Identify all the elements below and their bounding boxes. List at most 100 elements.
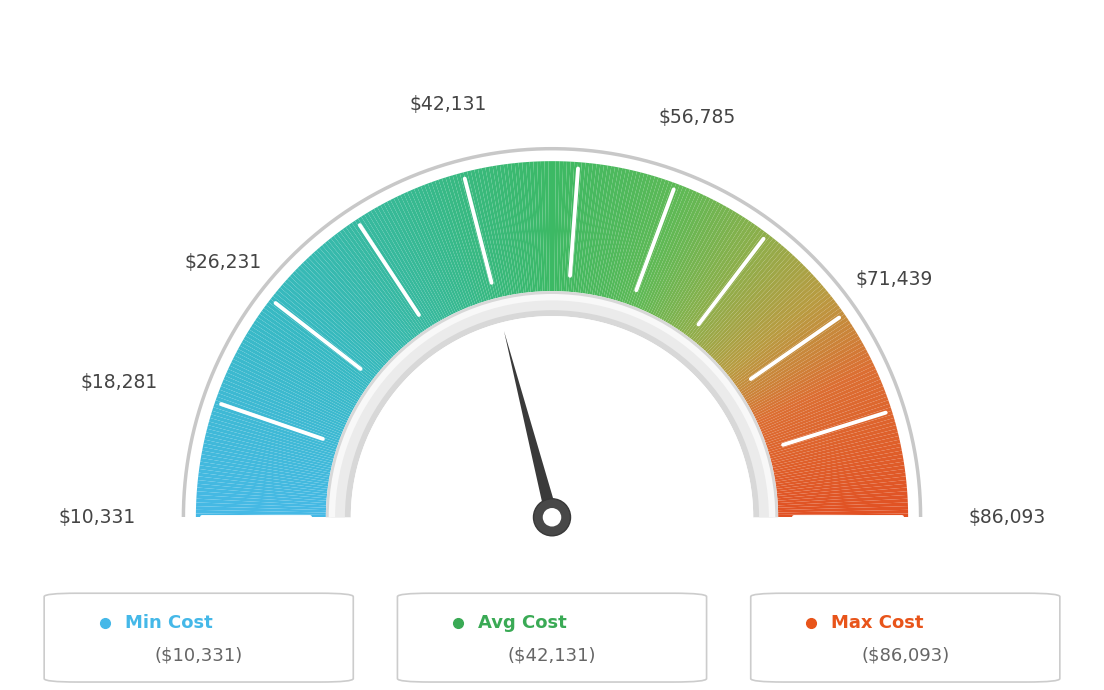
Wedge shape bbox=[778, 513, 909, 518]
Wedge shape bbox=[722, 282, 821, 370]
Wedge shape bbox=[773, 443, 901, 473]
Wedge shape bbox=[213, 404, 338, 447]
Wedge shape bbox=[778, 499, 907, 508]
Wedge shape bbox=[613, 175, 651, 300]
Wedge shape bbox=[197, 499, 326, 508]
Wedge shape bbox=[388, 200, 449, 317]
Wedge shape bbox=[245, 333, 359, 402]
Wedge shape bbox=[346, 225, 423, 333]
Wedge shape bbox=[497, 165, 519, 294]
Wedge shape bbox=[716, 273, 814, 364]
Wedge shape bbox=[709, 260, 802, 356]
Wedge shape bbox=[743, 326, 854, 398]
Wedge shape bbox=[199, 465, 328, 486]
Wedge shape bbox=[537, 161, 545, 291]
Wedge shape bbox=[319, 245, 406, 346]
Wedge shape bbox=[755, 362, 874, 421]
Wedge shape bbox=[637, 188, 690, 309]
Wedge shape bbox=[354, 219, 428, 329]
Wedge shape bbox=[559, 161, 567, 291]
Wedge shape bbox=[202, 451, 330, 477]
Wedge shape bbox=[753, 353, 869, 415]
Wedge shape bbox=[641, 190, 697, 310]
Text: $42,131: $42,131 bbox=[410, 95, 487, 114]
Wedge shape bbox=[240, 342, 355, 408]
Wedge shape bbox=[432, 181, 478, 304]
Wedge shape bbox=[204, 436, 332, 468]
Wedge shape bbox=[326, 291, 778, 518]
Wedge shape bbox=[650, 197, 710, 315]
Wedge shape bbox=[773, 440, 901, 471]
Wedge shape bbox=[283, 282, 382, 370]
Wedge shape bbox=[749, 342, 864, 408]
Wedge shape bbox=[575, 163, 593, 293]
Wedge shape bbox=[252, 324, 362, 396]
Wedge shape bbox=[206, 428, 333, 464]
Wedge shape bbox=[544, 161, 550, 291]
Wedge shape bbox=[776, 473, 905, 491]
Wedge shape bbox=[489, 166, 514, 295]
Wedge shape bbox=[230, 362, 349, 421]
Wedge shape bbox=[583, 164, 604, 293]
Wedge shape bbox=[492, 166, 517, 295]
Wedge shape bbox=[661, 205, 726, 320]
Wedge shape bbox=[659, 204, 723, 319]
Wedge shape bbox=[250, 326, 361, 398]
Wedge shape bbox=[757, 369, 878, 425]
Wedge shape bbox=[684, 229, 764, 336]
Wedge shape bbox=[287, 276, 385, 366]
Wedge shape bbox=[751, 346, 866, 411]
Wedge shape bbox=[449, 175, 489, 301]
Wedge shape bbox=[384, 201, 447, 318]
Wedge shape bbox=[552, 161, 555, 291]
Wedge shape bbox=[715, 270, 811, 362]
Wedge shape bbox=[317, 248, 404, 348]
Wedge shape bbox=[719, 276, 817, 366]
Wedge shape bbox=[374, 207, 440, 322]
Wedge shape bbox=[687, 231, 767, 337]
Wedge shape bbox=[677, 221, 752, 331]
Wedge shape bbox=[732, 302, 838, 382]
Wedge shape bbox=[761, 380, 882, 432]
Wedge shape bbox=[775, 454, 903, 480]
Wedge shape bbox=[247, 330, 360, 400]
Wedge shape bbox=[198, 476, 328, 493]
Wedge shape bbox=[712, 266, 806, 359]
Wedge shape bbox=[655, 200, 716, 317]
Wedge shape bbox=[772, 433, 899, 466]
Wedge shape bbox=[769, 422, 896, 459]
Wedge shape bbox=[639, 189, 693, 310]
FancyBboxPatch shape bbox=[397, 593, 707, 682]
Wedge shape bbox=[203, 440, 331, 471]
Wedge shape bbox=[349, 223, 425, 332]
Wedge shape bbox=[599, 169, 629, 297]
Wedge shape bbox=[622, 179, 666, 303]
Wedge shape bbox=[464, 171, 498, 298]
Wedge shape bbox=[210, 414, 336, 454]
Wedge shape bbox=[329, 294, 775, 518]
Wedge shape bbox=[236, 349, 352, 413]
Text: $10,331: $10,331 bbox=[59, 508, 136, 526]
Wedge shape bbox=[342, 227, 421, 335]
Wedge shape bbox=[615, 175, 655, 301]
Wedge shape bbox=[765, 400, 890, 445]
Wedge shape bbox=[435, 180, 480, 304]
Wedge shape bbox=[325, 241, 410, 343]
FancyBboxPatch shape bbox=[751, 593, 1060, 682]
Wedge shape bbox=[257, 314, 367, 390]
Wedge shape bbox=[767, 411, 893, 452]
Wedge shape bbox=[665, 209, 733, 323]
Wedge shape bbox=[277, 288, 380, 373]
Wedge shape bbox=[754, 359, 872, 419]
Wedge shape bbox=[676, 219, 750, 329]
Wedge shape bbox=[737, 314, 847, 390]
Wedge shape bbox=[608, 172, 644, 299]
Wedge shape bbox=[754, 355, 871, 417]
Wedge shape bbox=[514, 163, 531, 293]
Wedge shape bbox=[741, 320, 851, 394]
Wedge shape bbox=[216, 393, 340, 441]
Wedge shape bbox=[766, 404, 891, 447]
Wedge shape bbox=[776, 469, 905, 489]
Wedge shape bbox=[777, 480, 906, 496]
Text: Max Cost: Max Cost bbox=[831, 614, 924, 632]
